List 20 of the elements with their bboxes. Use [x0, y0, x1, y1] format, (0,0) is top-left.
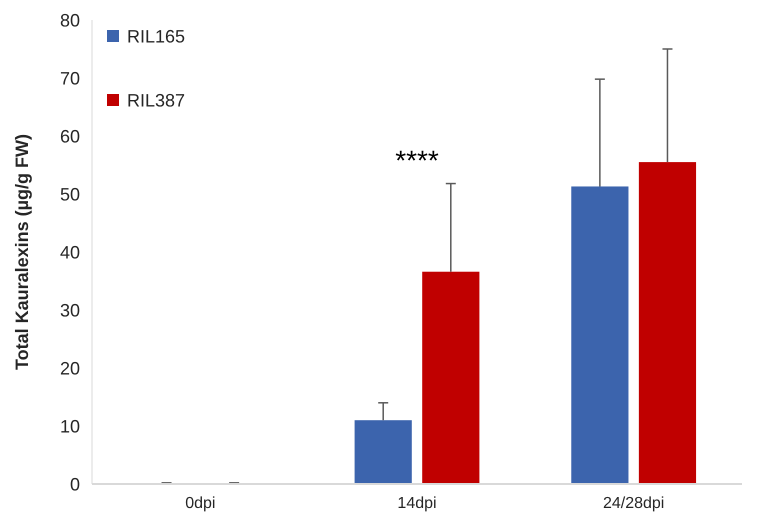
y-tick-label: 80 [60, 10, 80, 30]
bar [354, 420, 412, 484]
x-tick-label: 24/28dpi [602, 495, 664, 512]
annotation: **** [395, 145, 439, 176]
y-tick-label: 50 [60, 184, 80, 204]
bar [571, 186, 628, 484]
x-tick-label: 0dpi [185, 495, 216, 512]
bar [422, 272, 480, 484]
x-tick-label: 14dpi [397, 495, 437, 512]
legend-label: RIL387 [127, 90, 186, 110]
legend-label: RIL165 [127, 26, 186, 46]
y-tick-label: 40 [60, 242, 80, 262]
y-axis-title: Total Kauralexins (µg/g FW) [12, 134, 32, 370]
bar [638, 162, 696, 484]
y-tick-label: 0 [70, 474, 80, 494]
y-tick-label: 70 [60, 68, 80, 88]
y-tick-label: 60 [60, 126, 80, 146]
y-tick-label: 20 [60, 358, 80, 378]
y-tick-label: 30 [60, 300, 80, 320]
y-tick-label: 10 [60, 416, 80, 436]
